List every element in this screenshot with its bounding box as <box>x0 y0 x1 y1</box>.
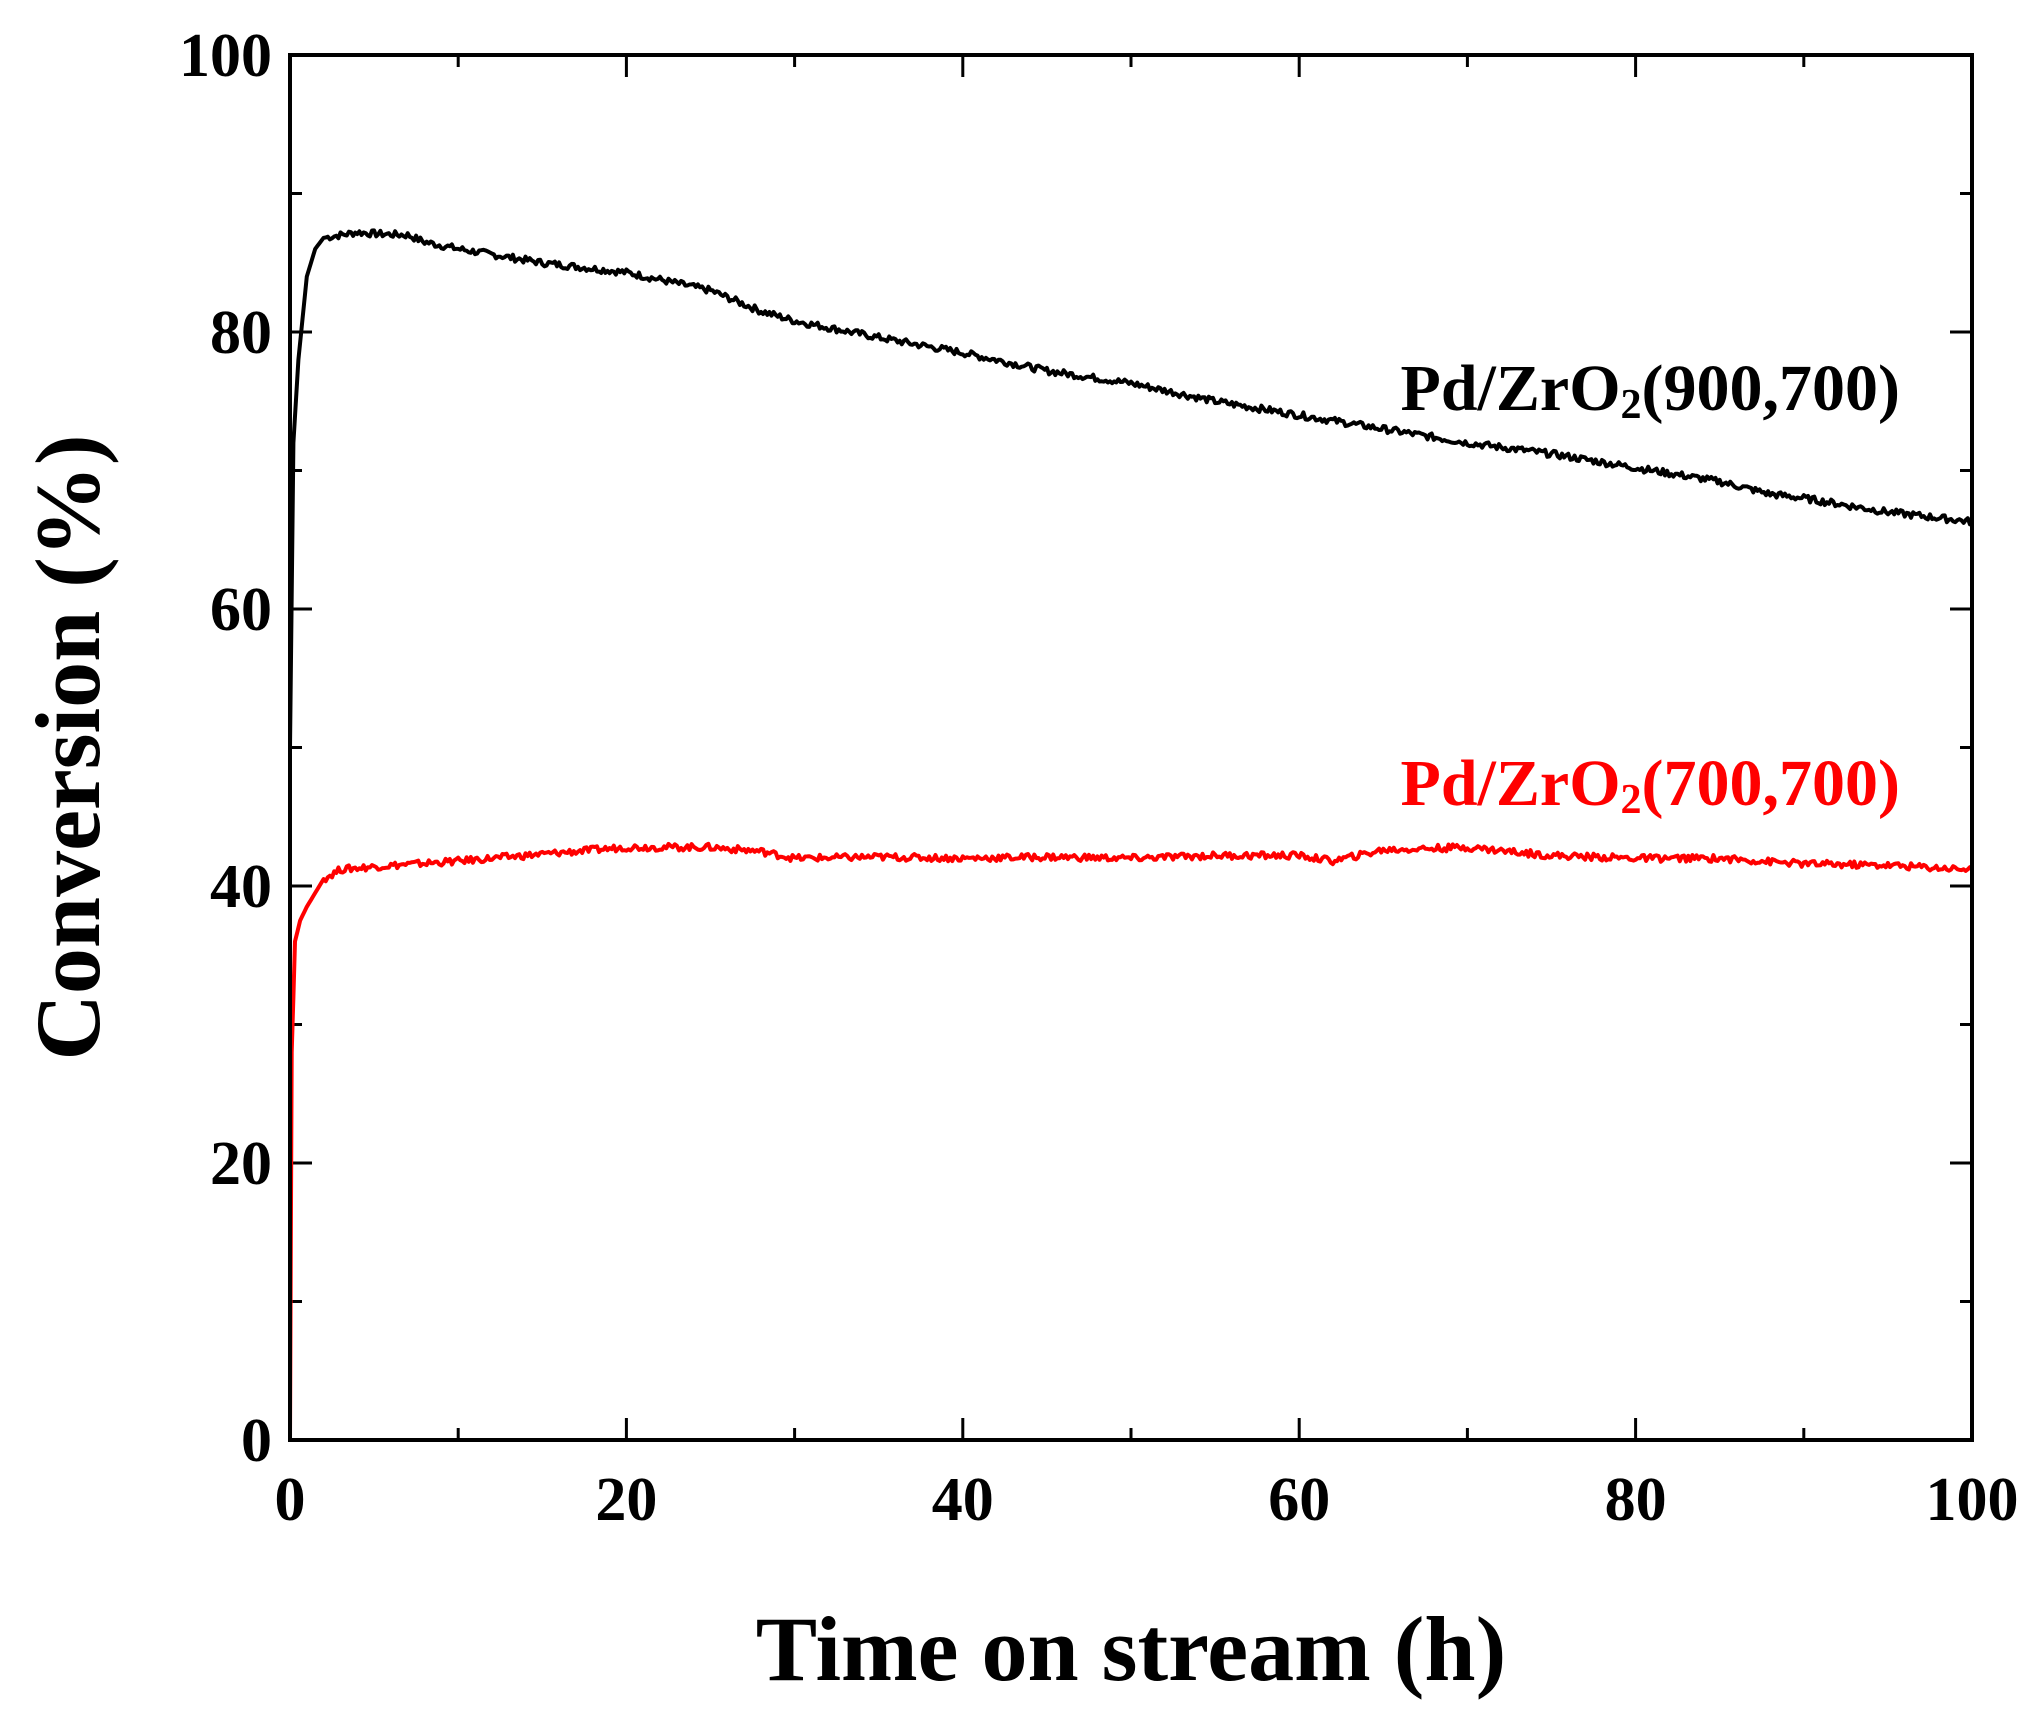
series-label-tail: (900,700) <box>1642 352 1900 425</box>
series-label-main: Pd/ZrO <box>1401 747 1621 820</box>
y-tick-label: 60 <box>210 576 272 644</box>
tick-labels: 0 20 40 60 80 100 0 20 40 60 80 100 <box>179 22 2019 1534</box>
x-tick-label: 0 <box>275 1466 306 1534</box>
y-tick-label: 0 <box>241 1407 272 1475</box>
y-axis-title: Conversion (%) <box>17 434 119 1060</box>
y-tick-label: 80 <box>210 299 272 367</box>
x-tick-label: 80 <box>1605 1466 1667 1534</box>
x-tick-label: 60 <box>1268 1466 1330 1534</box>
series-label-900-700: Pd/ZrO2(900,700) <box>1401 352 1900 428</box>
series-lines <box>288 228 1974 1441</box>
series-label-subscript: 2 <box>1621 382 1642 428</box>
series-line-700-700 <box>288 841 1974 1441</box>
x-tick-label: 20 <box>595 1466 657 1534</box>
x-axis-title: Time on stream (h) <box>756 1598 1506 1700</box>
y-tick-label: 100 <box>179 22 272 90</box>
y-tick-label: 40 <box>210 853 272 921</box>
plot-frame <box>288 53 1974 1442</box>
series-line-900-700 <box>288 228 1974 748</box>
series-label-subscript: 2 <box>1621 777 1642 823</box>
x-tick-label: 100 <box>1926 1466 2019 1534</box>
x-tick-label: 40 <box>932 1466 994 1534</box>
y-tick-label: 20 <box>210 1130 272 1198</box>
series-label-main: Pd/ZrO <box>1401 352 1621 425</box>
series-label-700-700: Pd/ZrO2(700,700) <box>1401 747 1900 823</box>
series-label-tail: (700,700) <box>1642 747 1900 820</box>
